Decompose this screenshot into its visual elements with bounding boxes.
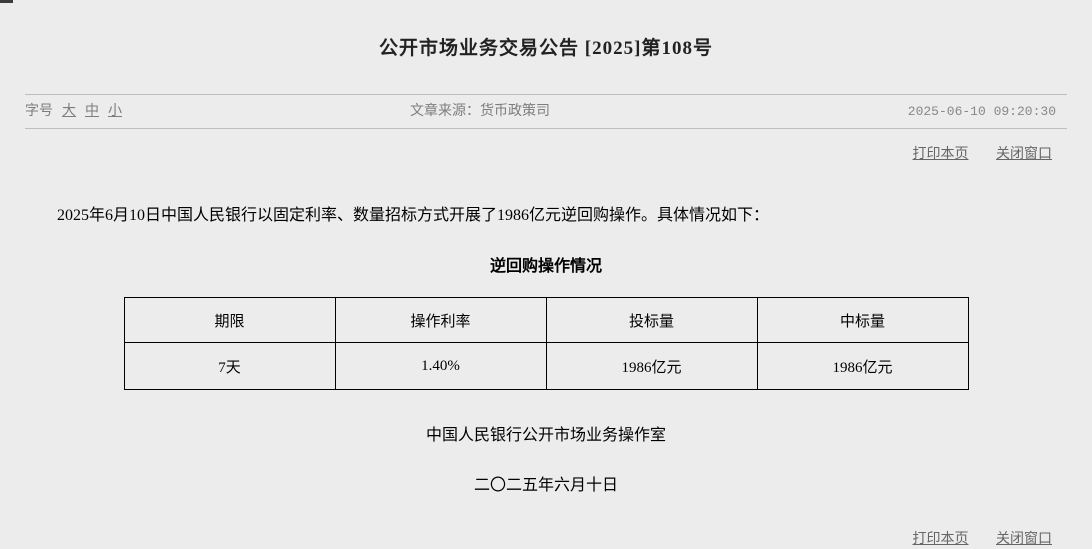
table-header-term: 期限 [123, 297, 336, 343]
issue-date: 二〇二五年六月十日 [473, 477, 618, 494]
font-size-controls: 字号大中小 [25, 95, 122, 128]
table-row: 7天 1.40% 1986亿元 1986亿元 [123, 342, 969, 390]
article-source: 文章来源：货币政策司 [410, 95, 550, 128]
font-size-label: 字号 [25, 104, 53, 119]
meta-bar: 字号大中小 文章来源：货币政策司 2025-06-10 09:20:30 [0, 95, 1092, 128]
print-page-link[interactable]: 打印本页 [912, 147, 969, 162]
close-window-link[interactable]: 关闭窗口 [996, 147, 1052, 162]
corner-artifact [0, 0, 13, 3]
article-source-label: 文章来源： [410, 104, 480, 119]
bottom-actions: 打印本页 关闭窗口 [0, 531, 1092, 549]
table-cell-rate: 1.40% [334, 342, 547, 390]
article-source-value: 货币政策司 [480, 104, 550, 119]
font-size-medium-link[interactable]: 中 [85, 104, 99, 119]
page-title: 公开市场业务交易公告 [2025]第108号 [379, 38, 713, 59]
table-header-row: 期限 操作利率 投标量 中标量 [123, 297, 969, 343]
table-title: 逆回购操作情况 [489, 258, 602, 275]
font-size-large-link[interactable]: 大 [62, 104, 76, 119]
table-cell-awarded-volume: 1986亿元 [756, 342, 969, 390]
meta-divider-top [25, 94, 1067, 95]
top-actions: 打印本页 关闭窗口 [0, 146, 1092, 164]
issuer-signature: 中国人民银行公开市场业务操作室 [425, 427, 666, 444]
repo-operations-table: 期限 操作利率 投标量 中标量 7天 1.40% 1986亿元 1986亿元 [123, 297, 969, 390]
table-header-awarded-volume: 中标量 [756, 297, 969, 343]
table-cell-term: 7天 [123, 342, 336, 390]
table-header-bid-volume: 投标量 [545, 297, 758, 343]
publish-timestamp: 2025-06-10 09:20:30 [907, 104, 1056, 119]
table-cell-bid-volume: 1986亿元 [545, 342, 758, 390]
font-size-small-link[interactable]: 小 [108, 104, 122, 119]
announcement-paragraph: 2025年6月10日中国人民银行以固定利率、数量招标方式开展了1986亿元逆回购… [57, 207, 770, 224]
table-header-rate: 操作利率 [334, 297, 547, 343]
meta-divider-bottom [25, 128, 1067, 129]
